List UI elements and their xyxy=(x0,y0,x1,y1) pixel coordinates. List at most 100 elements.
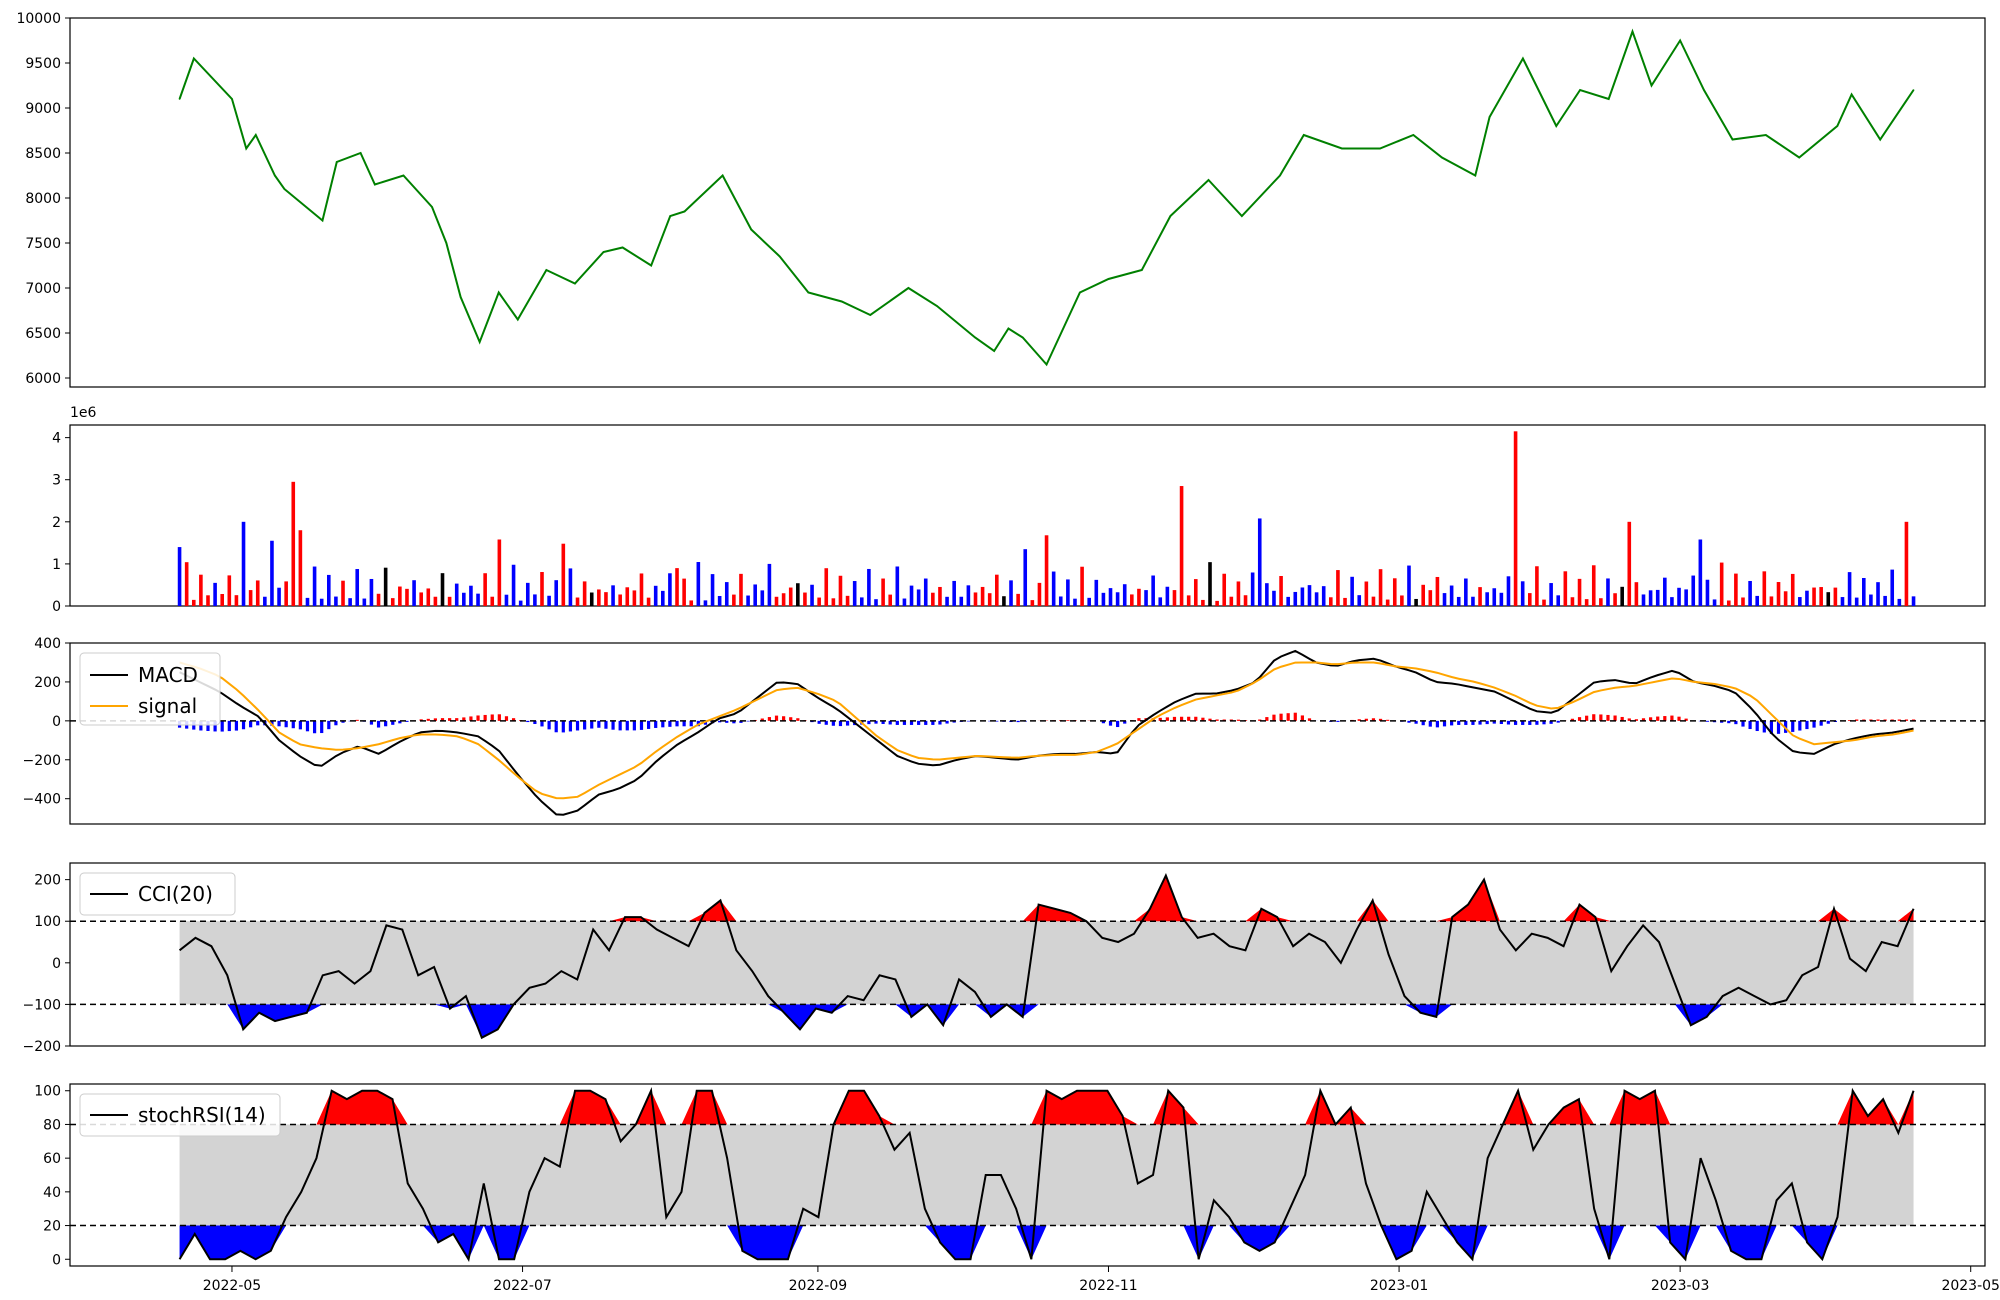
macd-hist-bar xyxy=(583,720,587,730)
macd-hist-bar xyxy=(398,720,402,724)
cci-line xyxy=(178,872,1915,1040)
volume-bar xyxy=(1158,597,1163,606)
volume-bar xyxy=(1229,596,1234,606)
price-point xyxy=(669,215,672,217)
volume-bar xyxy=(1492,588,1497,606)
price-point xyxy=(778,255,781,258)
macd-hist-bar xyxy=(199,720,203,731)
macd-hist-bar xyxy=(1556,720,1560,723)
macd-hist-bar xyxy=(1236,719,1241,721)
x-tick-label: 2023-03 xyxy=(1651,1278,1710,1294)
macd-hist-bar xyxy=(320,720,324,734)
stochrsi-axes: 100 80 60 40 20 0 stochRSI(14) xyxy=(34,1083,1986,1268)
macd-hist-bar xyxy=(440,718,445,721)
volume-bar xyxy=(874,599,878,606)
macd-hist-bar xyxy=(476,715,480,721)
volume-bar xyxy=(739,573,743,606)
macd-hist-bar xyxy=(1066,720,1070,721)
macd-hist-bar xyxy=(1464,720,1468,725)
macd-axes: 400 200 0 −200 −400 MACD signal xyxy=(23,636,1986,825)
price-point xyxy=(1279,174,1281,177)
volume-bar xyxy=(760,590,765,606)
volume-bar xyxy=(767,563,772,606)
price-frame xyxy=(69,17,1986,388)
cci-frame xyxy=(69,862,1986,1047)
macd-hist-bar xyxy=(1641,718,1646,721)
macd-hist-bar xyxy=(490,714,494,721)
macd-hist-bar xyxy=(796,718,800,721)
volume-bar xyxy=(199,574,203,606)
macd-hist-bar xyxy=(1727,720,1731,724)
volume-bar xyxy=(1364,581,1369,606)
volume-bar xyxy=(1165,586,1170,606)
price-point xyxy=(621,246,624,249)
price-point xyxy=(1879,138,1881,141)
macd-hist-bar xyxy=(1101,720,1106,724)
volume-bar xyxy=(881,578,885,606)
price-point xyxy=(1798,156,1801,159)
macd-hist-bar xyxy=(1279,713,1283,721)
volume-bar xyxy=(1805,590,1809,606)
macd-hist-bar xyxy=(1478,720,1482,725)
volume-bar xyxy=(1869,594,1873,606)
x-tick-label: 2023-05 xyxy=(1941,1278,2000,1294)
stochrsi-line xyxy=(178,1087,1915,1262)
volume-bar xyxy=(1421,584,1425,606)
volume-bar xyxy=(746,595,750,606)
volume-bar xyxy=(1314,592,1319,606)
stochrsi-oversold-fill xyxy=(179,1225,1914,1260)
volume-bar xyxy=(497,539,502,606)
volume-bar xyxy=(390,598,395,606)
macd-hist-bar xyxy=(1769,720,1774,734)
volume-bar xyxy=(1854,597,1859,606)
volume-bar xyxy=(1435,576,1440,606)
volume-bar xyxy=(959,596,964,606)
volume-bar xyxy=(426,588,431,606)
volume-bar xyxy=(376,593,381,606)
macd-hist-bar xyxy=(739,720,743,723)
macd-hist-bar xyxy=(213,720,217,732)
volume-bar xyxy=(1400,595,1404,606)
volume-bar xyxy=(511,564,516,606)
macd-hist-bar xyxy=(1428,720,1432,727)
macd-hist-bar xyxy=(1762,720,1766,733)
macd-hist-bar xyxy=(483,714,487,721)
volume-bar xyxy=(923,578,928,606)
volume-bar xyxy=(1307,585,1312,606)
macd-hist-bar xyxy=(376,720,381,728)
macd-hist-bar xyxy=(1158,717,1162,721)
volume-bar xyxy=(604,592,608,606)
macd-hist-bar xyxy=(1357,719,1361,721)
price-point xyxy=(1302,134,1305,136)
cci-ytick-label: 0 xyxy=(52,956,61,972)
macd-hist-bar xyxy=(646,720,651,729)
price-point xyxy=(445,242,448,244)
volume-bar xyxy=(753,584,757,606)
price-point xyxy=(1021,336,1024,339)
volume-bar xyxy=(1385,599,1390,606)
stochrsi-ytick-label: 0 xyxy=(52,1252,61,1268)
volume-bar xyxy=(1876,582,1880,606)
macd-hist-bar xyxy=(824,720,828,725)
volume-bar xyxy=(582,581,587,606)
macd-hist-bar xyxy=(312,720,317,734)
volume-bar xyxy=(440,573,445,606)
price-ytick-label: 8500 xyxy=(25,146,61,162)
macd-hist-bar xyxy=(1784,720,1788,733)
macd-hist-bar xyxy=(234,720,239,731)
volume-bar xyxy=(1073,598,1077,606)
volume-bar xyxy=(348,598,352,606)
macd-hist-bar xyxy=(1748,720,1752,730)
volume-bar xyxy=(277,587,281,606)
volume-bar xyxy=(241,521,246,606)
macd-series-signal-line xyxy=(179,661,1914,800)
price-point xyxy=(1703,89,1705,91)
volume-bar xyxy=(525,582,530,606)
volume-bar xyxy=(916,589,921,606)
x-tick-label: 2022-07 xyxy=(493,1278,552,1294)
price-point xyxy=(1912,89,1915,91)
volume-bar xyxy=(206,595,210,606)
macd-hist-bar xyxy=(1016,720,1020,723)
volume-bar xyxy=(291,481,296,606)
volume-bar xyxy=(724,582,729,606)
